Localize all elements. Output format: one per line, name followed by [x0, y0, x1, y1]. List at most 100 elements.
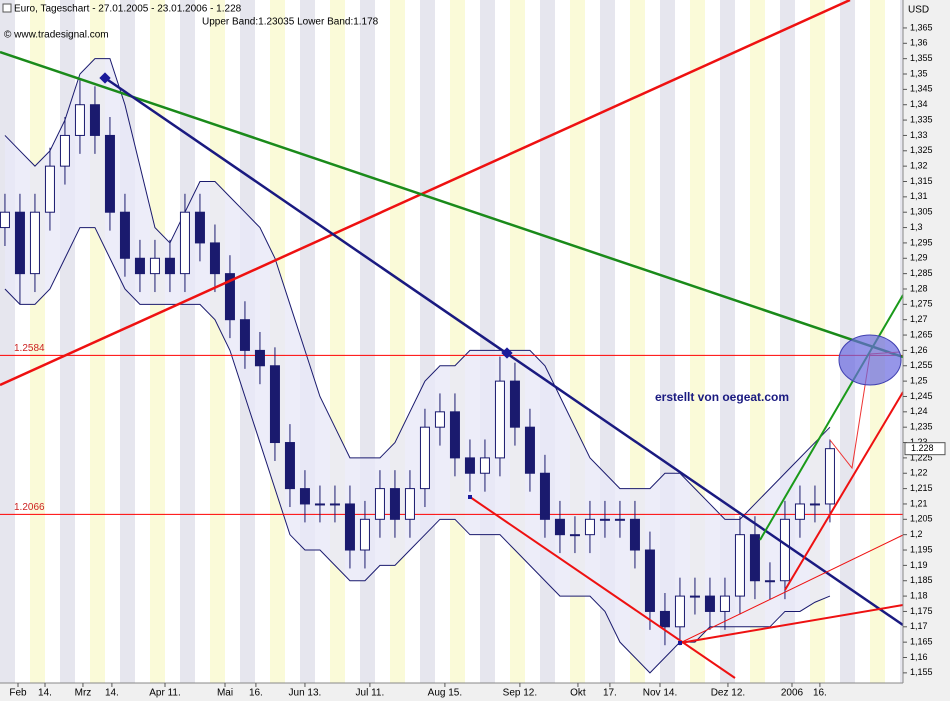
y-tick-label: 1,19 [910, 560, 928, 570]
y-tick-label: 1,18 [910, 590, 928, 600]
pivot-marker [468, 495, 472, 499]
candle-body [749, 534, 760, 582]
candle-body [239, 319, 250, 351]
y-tick-label: 1,305 [910, 207, 933, 217]
candle-body [629, 518, 640, 551]
candle-body [209, 242, 220, 275]
y-tick-label: 1,215 [910, 483, 933, 493]
x-tick-label: Dez 12. [711, 688, 745, 699]
candle-body [554, 518, 565, 536]
stripe [375, 0, 390, 683]
candle-body [689, 595, 700, 598]
x-axis-panel [0, 683, 950, 701]
window-icon [2, 3, 12, 13]
candle-body [164, 257, 175, 275]
candle-body [584, 518, 595, 536]
y-tick-label: 1,23 [910, 437, 928, 447]
stripe [495, 0, 510, 683]
candle-body [419, 426, 430, 490]
y-tick-label: 1,2 [910, 529, 923, 539]
candle-body [314, 503, 325, 506]
candle-body [614, 518, 625, 521]
candle-body [359, 518, 370, 551]
candle-body [734, 534, 745, 597]
stripe [210, 0, 225, 683]
y-tick-label: 1,205 [910, 514, 933, 524]
candle-body [479, 457, 490, 474]
stripe [900, 0, 903, 683]
candle-body [524, 426, 535, 474]
candle-body [464, 457, 475, 474]
stripe [510, 0, 525, 683]
candle-layer [0, 80, 835, 646]
y-tick-label: 1,325 [910, 145, 933, 155]
y-tick-label: 1,22 [910, 468, 928, 478]
stripe [150, 0, 165, 683]
y-tick-label: 1,245 [910, 391, 933, 401]
x-tick-label: Okt [570, 688, 586, 699]
candle-body [59, 134, 70, 167]
candle-body [389, 488, 400, 520]
trend-lines [0, 0, 904, 679]
candle-body [719, 595, 730, 612]
candle-body [809, 503, 820, 506]
y-tick-label: 1,355 [910, 53, 933, 63]
band-line [4, 227, 831, 674]
candle-body [329, 503, 340, 506]
stripe [720, 0, 735, 683]
y-tick-label: 1,315 [910, 176, 933, 186]
stripe [390, 0, 405, 683]
y-tick-label: 1,175 [910, 606, 933, 616]
candle-body [119, 211, 130, 259]
stripe [405, 0, 420, 683]
x-tick-label: 17. [603, 688, 617, 699]
x-tick-label: 14. [105, 688, 119, 699]
stripe [0, 0, 15, 683]
trend-line [0, 50, 904, 359]
y-tick-label: 1,28 [910, 283, 928, 293]
axis-layer: 1,155 1,16 1,165 1,17 1,175 1,18 1,185 1,19 1,19… [9, 22, 946, 699]
candle-body [569, 534, 580, 537]
x-tick-label: 14. [38, 688, 52, 699]
candle-body [254, 349, 265, 367]
level-label: 1.2584 [14, 343, 45, 354]
y-tick-label: 1,31 [910, 191, 928, 201]
x-tick-label: Nov 14. [643, 688, 677, 699]
subtitle: Upper Band:1.23035 Lower Band:1.178 [202, 17, 379, 28]
y-tick-label: 1,295 [910, 237, 933, 247]
y-tick-label: 1,29 [910, 253, 928, 263]
x-tick-label: Jul 11. [356, 688, 385, 699]
x-tick-label: 16. [813, 688, 827, 699]
candle-body [104, 134, 115, 213]
candle-body [449, 411, 460, 459]
y-tick-label: 1,24 [910, 406, 928, 416]
y-tick-label: 1,25 [910, 375, 928, 385]
y-tick-label: 1,365 [910, 22, 933, 32]
x-tick-label: Mai [217, 688, 233, 699]
y-tick-label: 1,35 [910, 68, 928, 78]
y-tick-label: 1,33 [910, 130, 928, 140]
stripe [420, 0, 435, 683]
stripe [450, 0, 465, 683]
y-tick-label: 1,345 [910, 84, 933, 94]
candle-body [299, 488, 310, 505]
candle-body [494, 380, 505, 459]
level-label: 1.2066 [14, 502, 45, 513]
y-axis-panel [903, 0, 950, 701]
y-tick-label: 1,16 [910, 652, 928, 662]
y-tick-label: 1,335 [910, 114, 933, 124]
stripe [525, 0, 540, 683]
candle-body [404, 488, 415, 520]
candle-body [509, 380, 520, 428]
x-tick-label: 16. [249, 688, 263, 699]
candle-body [794, 503, 805, 520]
stripe [840, 0, 855, 683]
candle-body [224, 273, 235, 321]
candle-body [374, 488, 385, 520]
x-tick-label: Apr 11. [149, 688, 181, 699]
source: © www.tradesignal.com [4, 30, 109, 41]
x-tick-label: Jun 13. [289, 688, 322, 699]
y-tick-label: 1,265 [910, 329, 933, 339]
stripe [465, 0, 480, 683]
